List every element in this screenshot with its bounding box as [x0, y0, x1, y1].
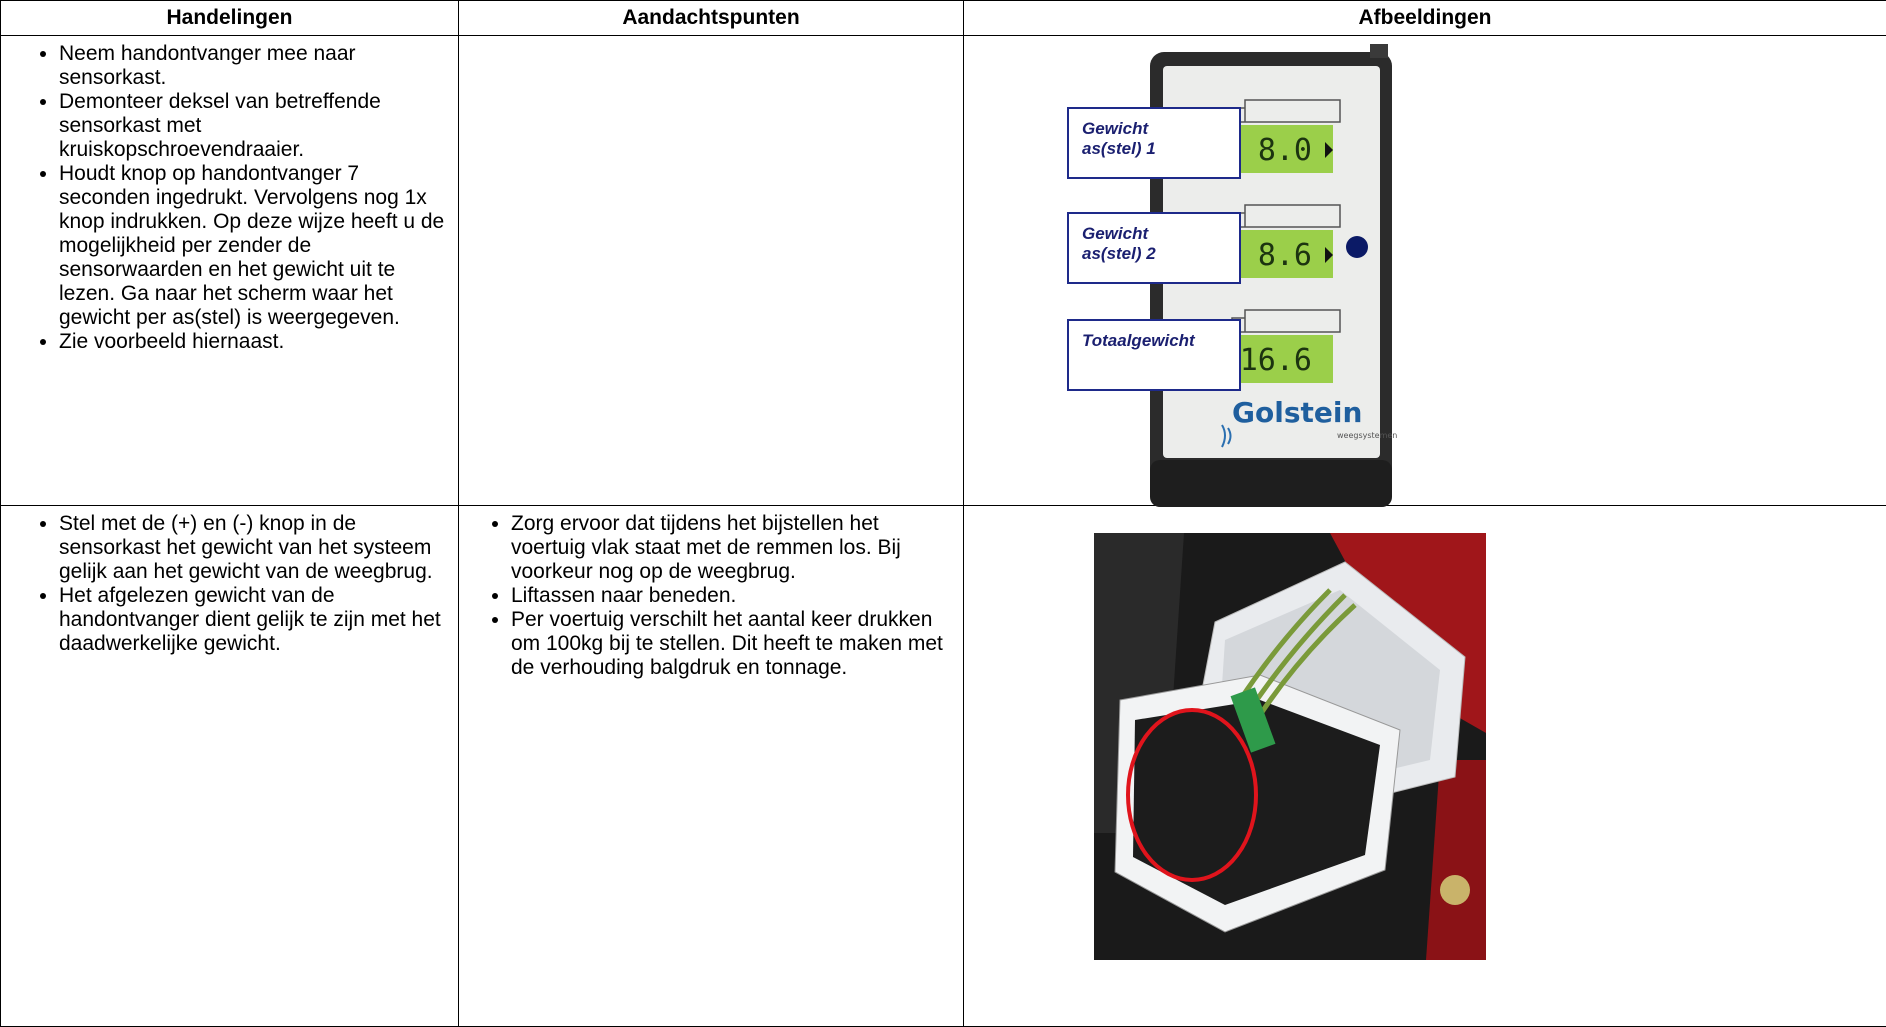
device-bottom [1150, 460, 1392, 507]
lcd-reading: 8.6 [1258, 238, 1312, 273]
callout-text: Gewicht [1082, 119, 1149, 138]
lcd-reading: 16.6 [1240, 343, 1312, 378]
device-antenna [1370, 44, 1388, 58]
page: Handelingen Aandachtspunten Afbeeldingen… [0, 0, 1886, 993]
callout-text: as(stel) 1 [1082, 139, 1156, 158]
callout-text: Gewicht [1082, 224, 1149, 243]
brand-subtitle: weegsystemen [1337, 431, 1397, 440]
callout-text: as(stel) 2 [1082, 244, 1156, 263]
callout-text: Totaalgewicht [1082, 331, 1196, 350]
photo-bolt [1440, 875, 1470, 905]
lcd-reading: 8.0 [1258, 133, 1312, 168]
indicator-led [1346, 236, 1368, 258]
sensor-photo [1094, 533, 1486, 960]
brand-name: Golstein [1232, 396, 1362, 429]
